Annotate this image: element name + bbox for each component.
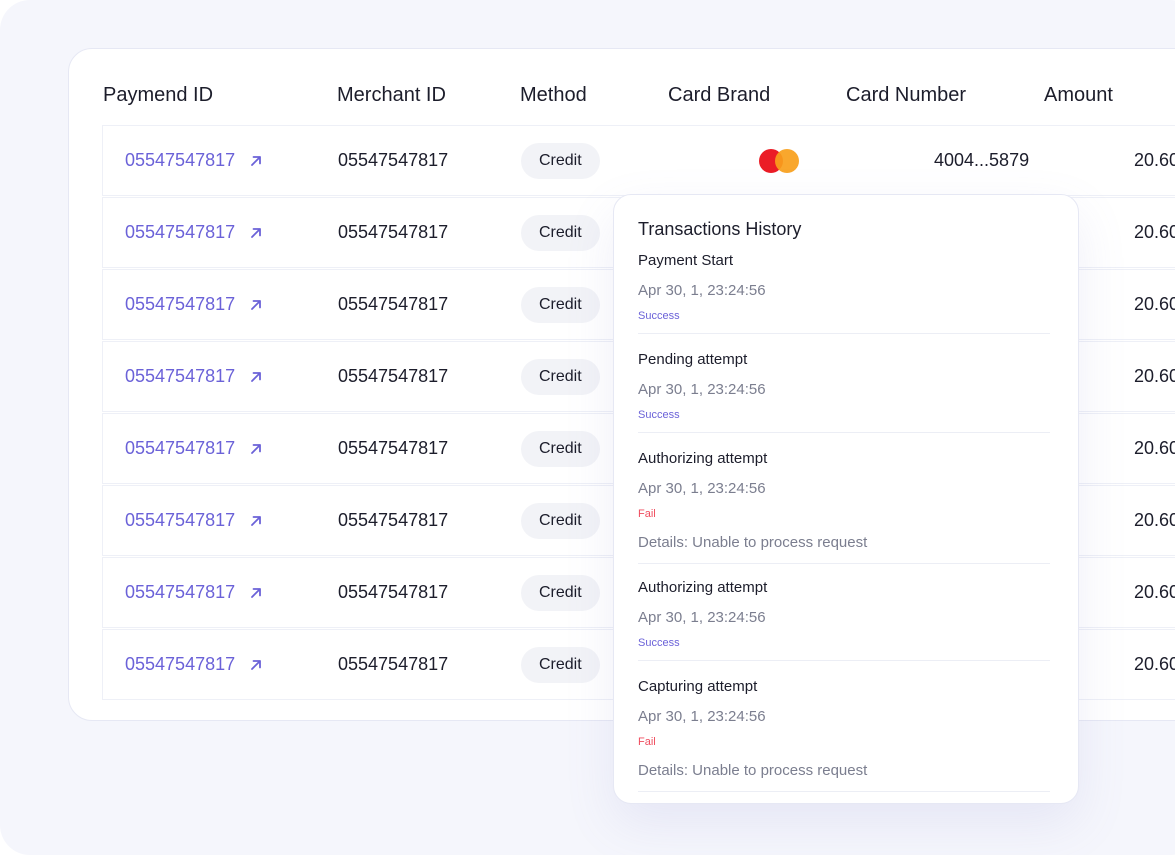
- payment-id-text[interactable]: 05547547817: [125, 582, 236, 602]
- history-entry: Capturing attempt Apr 30, 1, 23:24:56 Fail…: [638, 677, 1050, 792]
- history-entry-details: Details: Unable to process request: [638, 534, 868, 551]
- method-cell: Credit: [521, 342, 600, 411]
- merchant-id: 05547547817: [338, 438, 449, 458]
- merchant-id: 05547547817: [338, 222, 449, 242]
- history-divider: [638, 333, 1050, 334]
- merchant-id: 05547547817: [338, 510, 449, 530]
- payment-id-link[interactable]: 05547547817: [125, 414, 263, 483]
- history-entry: Authorizing attempt Apr 30, 1, 23:24:56 Fa…: [638, 449, 1050, 564]
- popup-title: Transactions History: [638, 219, 802, 239]
- history-entry-status: Fail: [638, 508, 656, 520]
- amount: 20.60: [1134, 150, 1175, 170]
- merchant-id: 05547547817: [338, 582, 449, 602]
- payment-id-text[interactable]: 05547547817: [125, 222, 236, 242]
- history-entry-status: Success: [638, 409, 680, 421]
- payment-id-link[interactable]: 05547547817: [125, 630, 263, 699]
- history-entry-name: Payment Start: [638, 252, 734, 269]
- card-number: 4004...5879: [934, 150, 1030, 170]
- history-entry-name: Pending attempt: [638, 351, 748, 368]
- amount: 20.60: [1134, 510, 1175, 530]
- amount: 20.60: [1134, 294, 1175, 314]
- history-entry-time: Apr 30, 1, 23:24:56: [638, 282, 766, 299]
- arrow-up-right-icon[interactable]: [249, 154, 263, 168]
- arrow-up-right-icon[interactable]: [249, 370, 263, 384]
- history-entry-name: Authorizing attempt: [638, 450, 768, 467]
- method-cell: Credit: [521, 126, 600, 195]
- payment-id-link[interactable]: 05547547817: [125, 198, 263, 267]
- history-entry-status: Fail: [638, 736, 656, 748]
- history-divider: [638, 432, 1050, 433]
- method-badge: Credit: [521, 646, 600, 683]
- amount: 20.60: [1134, 654, 1175, 674]
- arrow-up-right-icon[interactable]: [249, 586, 263, 600]
- method-cell: Credit: [521, 414, 600, 483]
- transactions-history-popup: Transactions History Payment Start Apr 30…: [613, 194, 1079, 804]
- payment-id-link[interactable]: 05547547817: [125, 558, 263, 627]
- history-divider: [638, 791, 1050, 792]
- payment-id-text[interactable]: 05547547817: [125, 294, 236, 314]
- amount: 20.60: [1134, 438, 1175, 458]
- arrow-up-right-icon[interactable]: [249, 442, 263, 456]
- history-divider: [638, 563, 1050, 564]
- method-badge: Credit: [521, 214, 600, 251]
- amount: 20.60: [1134, 222, 1175, 242]
- history-entry-name: Capturing attempt: [638, 678, 758, 695]
- history-entry-time: Apr 30, 1, 23:24:56: [638, 480, 766, 497]
- merchant-id: 05547547817: [338, 294, 449, 314]
- arrow-up-right-icon[interactable]: [249, 658, 263, 672]
- payment-id-text[interactable]: 05547547817: [125, 438, 236, 458]
- method-badge: Credit: [521, 430, 600, 467]
- card-brand: [759, 126, 801, 195]
- payment-id-link[interactable]: 05547547817: [125, 126, 263, 195]
- history-entry-time: Apr 30, 1, 23:24:56: [638, 381, 766, 398]
- history-entry-name: Authorizing attempt: [638, 579, 768, 596]
- header-card-brand: Card Brand: [668, 84, 771, 106]
- history-entry: Pending attempt Apr 30, 1, 23:24:56 Succes…: [638, 350, 1050, 433]
- arrow-up-right-icon[interactable]: [249, 514, 263, 528]
- payment-id-text[interactable]: 05547547817: [125, 654, 236, 674]
- history-entry-details: Details: Unable to process request: [638, 762, 868, 779]
- method-badge: Credit: [521, 574, 600, 611]
- header-method: Method: [520, 84, 587, 106]
- method-badge: Credit: [521, 358, 600, 395]
- method-badge: Credit: [521, 286, 600, 323]
- method-cell: Credit: [521, 558, 600, 627]
- merchant-id: 05547547817: [338, 366, 449, 386]
- method-badge: Credit: [521, 142, 600, 179]
- payment-id-link[interactable]: 05547547817: [125, 486, 263, 555]
- history-entry: Payment Start Apr 30, 1, 23:24:56 Success: [638, 251, 1050, 334]
- history-entry-status: Success: [638, 310, 680, 322]
- history-entry: Authorizing attempt Apr 30, 1, 23:24:56 Su…: [638, 578, 1050, 661]
- payment-id-link[interactable]: 05547547817: [125, 270, 263, 339]
- method-cell: Credit: [521, 270, 600, 339]
- history-entry-time: Apr 30, 1, 23:24:56: [638, 609, 766, 626]
- payment-id-link[interactable]: 05547547817: [125, 342, 263, 411]
- method-cell: Credit: [521, 486, 600, 555]
- arrow-up-right-icon[interactable]: [249, 226, 263, 240]
- amount: 20.60: [1134, 582, 1175, 602]
- table-row[interactable]: 05547547817 05547547817 Credit 4004...5879 2…: [102, 125, 1175, 196]
- history-entry-time: Apr 30, 1, 23:24:56: [638, 708, 766, 725]
- arrow-up-right-icon[interactable]: [249, 298, 263, 312]
- payment-id-text[interactable]: 05547547817: [125, 366, 236, 386]
- amount: 20.60: [1134, 366, 1175, 386]
- header-card-number: Card Number: [846, 84, 967, 106]
- header-amount: Amount: [1044, 84, 1113, 106]
- method-cell: Credit: [521, 630, 600, 699]
- history-divider: [638, 660, 1050, 661]
- history-entry-status: Success: [638, 637, 680, 649]
- merchant-id: 05547547817: [338, 150, 449, 170]
- header-merchant-id: Merchant ID: [337, 84, 446, 106]
- method-badge: Credit: [521, 502, 600, 539]
- payment-id-text[interactable]: 05547547817: [125, 510, 236, 530]
- payment-id-text[interactable]: 05547547817: [125, 150, 236, 170]
- method-cell: Credit: [521, 198, 600, 267]
- mastercard-logo-icon: [759, 148, 801, 173]
- merchant-id: 05547547817: [338, 654, 449, 674]
- header-payment-id: Paymend ID: [103, 84, 214, 106]
